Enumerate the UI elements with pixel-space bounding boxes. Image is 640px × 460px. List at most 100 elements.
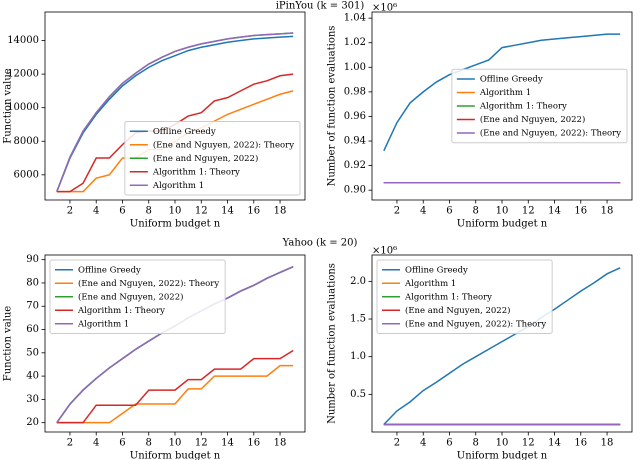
- legend-label: Algorithm 1: Theory: [479, 102, 567, 112]
- x-axis-label: Uniform budget n: [457, 451, 548, 460]
- y-tick-label: 70: [26, 301, 39, 312]
- legend-label: Algorithm 1: [77, 319, 129, 329]
- legend-label: (Ene and Nguyen, 2022): [153, 153, 258, 164]
- x-tick-label: 2: [67, 438, 73, 449]
- x-tick-label: 10: [496, 438, 509, 449]
- legend-box: [376, 259, 553, 334]
- y-tick-label: 0.90: [344, 185, 366, 196]
- y-tick-label: 80: [26, 277, 39, 288]
- x-axis-label: Uniform budget n: [457, 219, 548, 230]
- x-tick-label: 8: [473, 206, 479, 217]
- x-tick-label: 18: [274, 438, 287, 449]
- legend-box: [49, 259, 226, 334]
- x-tick-label: 4: [420, 206, 426, 217]
- legend: Offline Greedy (Ene and Nguyen, 2022): Th…: [124, 121, 301, 196]
- x-tick-label: 4: [93, 438, 99, 449]
- legend-box: [124, 121, 301, 196]
- y-tick-label: 1.5: [350, 314, 366, 325]
- legend-label: Algorithm 1: Theory: [404, 292, 492, 302]
- y-tick-label: 0.5: [350, 389, 366, 400]
- y-axis-label: Number of function evaluations: [327, 26, 338, 187]
- series-line: [56, 349, 294, 424]
- legend: Offline Greedy (Ene and Nguyen, 2022): Th…: [49, 259, 226, 334]
- y-tick-label: 1.00: [344, 62, 366, 73]
- legend-label: (Ene and Nguyen, 2022): Theory: [405, 318, 546, 329]
- plot-area: [383, 267, 621, 426]
- x-tick-label: 2: [67, 206, 73, 217]
- x-tick-label: 8: [146, 438, 152, 449]
- series-line: [383, 267, 621, 425]
- legend-label: (Ene and Nguyen, 2022): Theory: [153, 139, 294, 150]
- x-tick-label: 12: [195, 206, 208, 217]
- legend-label: (Ene and Nguyen, 2022): [480, 114, 585, 125]
- y-tick-label: 20: [26, 417, 39, 428]
- y-tick-label: 30: [26, 394, 39, 405]
- x-tick-label: 18: [274, 206, 287, 217]
- y-tick-label: 6000: [14, 169, 39, 180]
- x-tick-label: 8: [473, 438, 479, 449]
- series-line: [56, 32, 294, 192]
- x-tick-label: 16: [574, 206, 587, 217]
- legend-label: Algorithm 1: Theory: [152, 167, 240, 177]
- x-tick-label: 12: [522, 438, 535, 449]
- y-axis-label: Number of function evaluations: [327, 263, 338, 424]
- x-tick-label: 16: [247, 438, 260, 449]
- x-tick-label: 6: [119, 206, 125, 217]
- x-tick-label: 14: [548, 438, 561, 449]
- x-tick-label: 18: [601, 206, 614, 217]
- x-tick-label: 8: [146, 206, 152, 217]
- x-tick-label: 14: [221, 438, 234, 449]
- x-tick-label: 14: [548, 206, 561, 217]
- series-line: [383, 33, 621, 152]
- x-tick-label: 10: [496, 206, 509, 217]
- y-tick-label: 0.94: [344, 136, 366, 147]
- x-tick-label: 14: [221, 206, 234, 217]
- y-offset-label: ×10⁶: [372, 3, 397, 14]
- y-tick-label: 40: [26, 371, 39, 382]
- x-tick-label: 6: [119, 438, 125, 449]
- y-tick-label: 2.0: [350, 276, 366, 287]
- x-tick-label: 18: [601, 438, 614, 449]
- x-tick-label: 6: [446, 206, 452, 217]
- row-title: iPinYou (k = 301): [276, 1, 365, 12]
- y-tick-label: 0.92: [344, 160, 366, 171]
- y-tick-label: 0.98: [344, 86, 366, 97]
- legend-label: (Ene and Nguyen, 2022): [78, 291, 183, 302]
- legend-label: Offline Greedy: [153, 127, 216, 137]
- x-tick-label: 10: [169, 438, 182, 449]
- y-tick-label: 12000: [7, 69, 39, 80]
- y-tick-label: 60: [26, 324, 39, 335]
- x-tick-label: 16: [574, 438, 587, 449]
- legend-label: (Ene and Nguyen, 2022): [405, 305, 510, 316]
- x-tick-label: 16: [247, 206, 260, 217]
- y-axis-label: Function value: [3, 306, 14, 382]
- x-tick-label: 4: [420, 438, 426, 449]
- x-tick-label: 12: [522, 206, 535, 217]
- legend-label: (Ene and Nguyen, 2022): Theory: [78, 278, 219, 289]
- x-tick-label: 6: [446, 438, 452, 449]
- x-tick-label: 12: [195, 438, 208, 449]
- y-tick-label: 1.04: [344, 13, 366, 24]
- series-line: [56, 35, 294, 192]
- legend-label: Algorithm 1: Theory: [77, 306, 165, 316]
- x-tick-label: 10: [169, 206, 182, 217]
- legend-label: Algorithm 1: [152, 181, 204, 191]
- y-axis-label: Function value: [3, 68, 14, 144]
- x-tick-label: 2: [394, 206, 400, 217]
- y-offset-label: ×10⁶: [372, 246, 397, 257]
- y-tick-label: 1.0: [350, 351, 366, 362]
- legend-label: Offline Greedy: [78, 265, 141, 275]
- legend: Offline Greedy Algorithm 1 Algorithm 1: Th…: [376, 259, 553, 334]
- plot-area: [383, 33, 621, 184]
- plot-area: [56, 32, 294, 193]
- legend: Offline Greedy Algorithm 1 Algorithm 1: Th…: [451, 68, 628, 144]
- y-tick-label: 0.96: [344, 111, 366, 122]
- legend-label: (Ene and Nguyen, 2022): Theory: [480, 128, 621, 139]
- legend-label: Algorithm 1: [404, 279, 456, 289]
- y-tick-label: 10000: [7, 102, 39, 113]
- y-tick-label: 8000: [14, 136, 39, 147]
- row-title: Yahoo (k = 20): [282, 238, 358, 249]
- x-tick-label: 4: [93, 206, 99, 217]
